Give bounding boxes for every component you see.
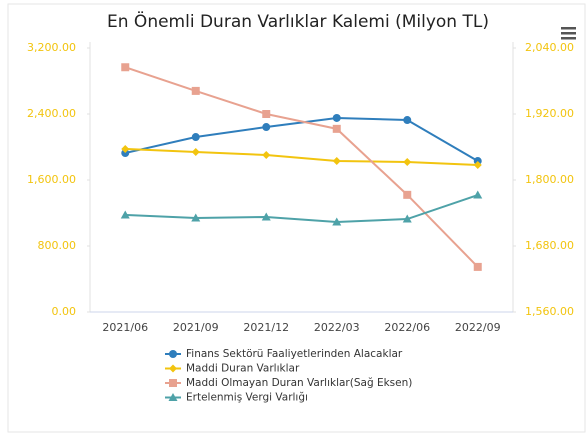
point <box>332 124 341 133</box>
point <box>473 160 482 169</box>
point <box>262 110 271 118</box>
point <box>262 151 271 160</box>
point <box>120 210 130 219</box>
point <box>121 144 130 153</box>
legend-label: Ertelenmiş Vergi Varlığı <box>186 392 308 404</box>
x-tick-label: 2021/06 <box>102 321 148 334</box>
y2-tick-label: 1,560.00 <box>525 305 574 318</box>
point <box>121 63 130 72</box>
legend-label: Finans Sektörü Faaliyetlerinden Alacakla… <box>186 348 403 360</box>
chart-frame <box>7 3 586 433</box>
legend-label: Maddi Duran Varlıklar <box>186 363 300 375</box>
point <box>121 149 130 158</box>
legend-label: Maddi Olmayan Duran Varlıklar(Sağ Eksen) <box>186 377 412 389</box>
y-tick-label: 2,400.00 <box>27 107 76 120</box>
legend-symbol <box>169 379 177 387</box>
series-line <box>125 147 478 166</box>
y-tick-label: 0.00 <box>52 305 77 318</box>
point <box>403 116 412 125</box>
point <box>473 190 483 199</box>
point <box>262 123 271 132</box>
y2-tick-label: 1,920.00 <box>525 107 574 120</box>
legend-symbol <box>169 364 177 373</box>
x-tick-label: 2022/03 <box>314 321 360 334</box>
y-tick-label: 1,600.00 <box>27 173 76 186</box>
point <box>403 190 412 199</box>
legend-symbol <box>169 350 177 358</box>
point <box>332 217 342 226</box>
y-tick-label: 800.00 <box>38 239 77 252</box>
y-tick-label: 3,200.00 <box>27 41 76 54</box>
x-tick-label: 2021/12 <box>243 321 289 334</box>
menu-icon[interactable] <box>561 27 576 40</box>
point <box>332 157 341 166</box>
y2-tick-label: 1,800.00 <box>525 173 574 186</box>
point <box>473 262 482 271</box>
series-line <box>125 194 479 223</box>
point <box>261 212 271 221</box>
point <box>191 133 200 142</box>
point <box>332 113 341 122</box>
point <box>402 214 412 223</box>
y2-tick-label: 2,040.00 <box>525 41 574 54</box>
legend-symbol <box>168 393 178 401</box>
point <box>191 148 200 157</box>
series-line <box>124 66 479 268</box>
x-tick-label: 2022/09 <box>455 321 501 334</box>
x-tick-label: 2022/06 <box>384 321 430 334</box>
y2-tick-label: 1,680.00 <box>525 239 574 252</box>
point <box>403 158 412 167</box>
series-line <box>125 116 479 162</box>
point <box>191 213 201 222</box>
x-tick-label: 2021/09 <box>173 321 219 334</box>
point <box>191 86 200 95</box>
chart-title: En Önemli Duran Varlıklar Kalemi (Milyon… <box>107 10 489 32</box>
